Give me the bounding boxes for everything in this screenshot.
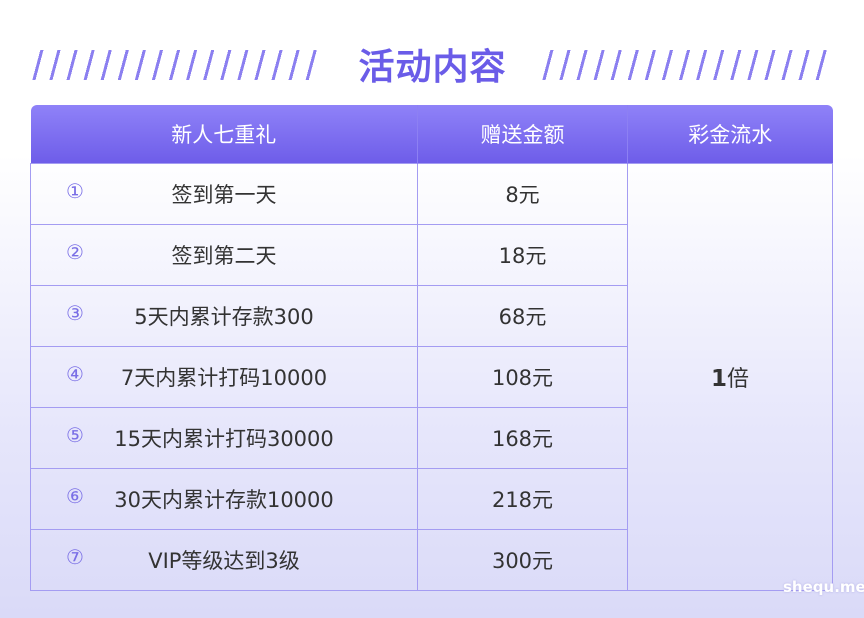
condition-cell: ⑥ 30天内累计存款10000 [30,468,418,530]
amount-cell: 68元 [417,285,628,347]
condition-text: VIP等级达到3级 [148,549,300,573]
condition-cell: ④ 7天内累计打码10000 [30,346,418,408]
watermark: shequ.me [783,578,864,596]
row-number: ② [66,240,84,264]
condition-text: 签到第一天 [171,183,277,207]
row-number: ① [66,179,84,203]
table-row: ④ 7天内累计打码10000 108元 [30,346,833,408]
condition-cell: ① 签到第一天 [30,163,418,225]
table-row: ⑥ 30天内累计存款10000 218元 [30,468,833,530]
table-row: ⑤ 15天内累计打码30000 168元 [30,407,833,469]
condition-cell: ⑤ 15天内累计打码30000 [30,407,418,469]
table-row: ⑦ VIP等级达到3级 300元 [30,529,833,591]
table-row: ③ 5天内累计存款300 68元 [30,285,833,347]
decorative-stripes-right [540,50,832,80]
rewards-table: 新人七重礼 赠送金额 彩金流水 ① 签到第一天 8元 1倍 ② 签到第二天 18元 ③ 5天… [30,105,833,591]
amount-cell: 18元 [417,224,628,286]
row-number: ④ [66,362,84,386]
decorative-stripes-left [30,50,322,80]
row-number: ③ [66,301,84,325]
row-number: ⑥ [66,484,84,508]
turnover-value: 1 [710,366,727,392]
header-amount: 赠送金额 [417,105,628,164]
section-title-bar: 活动内容 [0,18,864,88]
table-header-row: 新人七重礼 赠送金额 彩金流水 [30,105,833,164]
condition-text: 7天内累计打码10000 [120,366,328,390]
condition-cell: ③ 5天内累计存款300 [30,285,418,347]
condition-text: 15天内累计打码30000 [114,427,334,451]
table-row: ① 签到第一天 8元 1倍 [30,163,833,591]
row-number: ⑦ [66,545,84,569]
amount-cell: 218元 [417,468,628,530]
page-title: 活动内容 [358,47,507,88]
table-row: ② 签到第二天 18元 [30,224,833,286]
condition-cell: ⑦ VIP等级达到3级 [30,529,418,591]
condition-cell: ② 签到第二天 [30,224,418,286]
header-gift: 新人七重礼 [30,105,418,164]
amount-cell: 168元 [417,407,628,469]
amount-cell: 108元 [417,346,628,408]
condition-text: 30天内累计存款10000 [114,488,334,512]
amount-cell: 8元 [417,163,628,225]
header-turnover: 彩金流水 [627,105,833,164]
amount-cell: 300元 [417,529,628,591]
condition-text: 签到第二天 [171,244,277,268]
row-number: ⑤ [66,423,84,447]
condition-text: 5天内累计存款300 [134,305,314,329]
turnover-unit: 倍 [727,367,750,392]
turnover-cell: 1倍 [627,163,833,591]
